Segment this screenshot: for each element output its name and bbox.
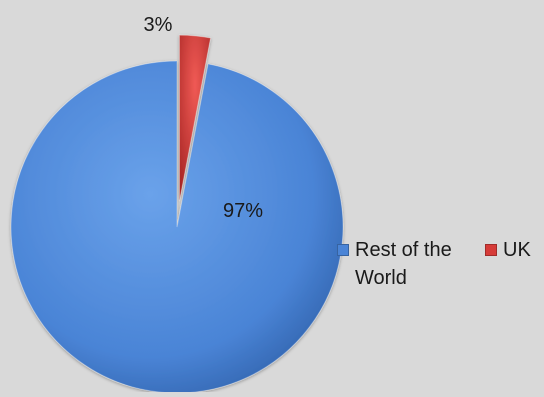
legend-label-uk: UK	[503, 239, 531, 261]
data-label-rest-of-the-world: 97%	[223, 200, 263, 222]
legend-swatch-uk	[485, 244, 497, 256]
pie-slices	[10, 34, 344, 394]
pie-slice-uk	[178, 34, 212, 202]
legend-swatch-rest-of-the-world	[337, 244, 349, 256]
pie-data-labels: 97% 3%	[144, 14, 264, 222]
legend: Rest of the World UK	[337, 236, 544, 296]
pie-slice-rest-of-the-world	[10, 60, 344, 394]
data-label-uk: 3%	[144, 14, 173, 36]
legend-label-rest-of-the-world: Rest of the World	[355, 239, 452, 289]
